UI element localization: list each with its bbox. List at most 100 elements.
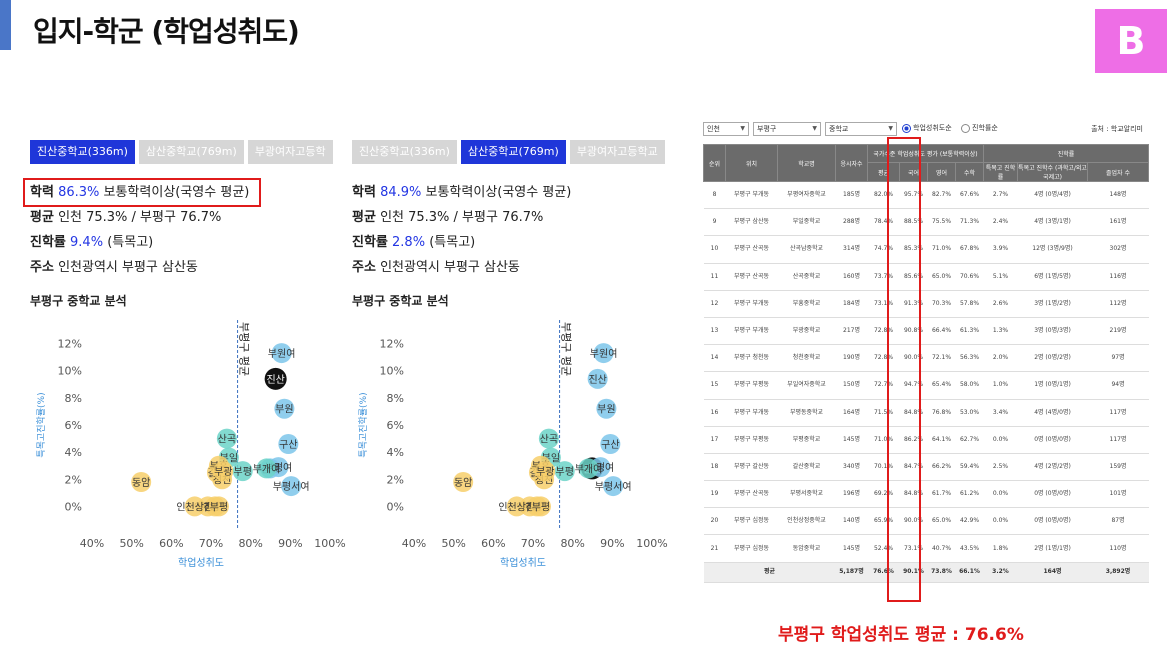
table-cell: 부흥중학교	[777, 290, 836, 318]
school-tab[interactable]: 삼산중학교(769m)	[138, 140, 244, 164]
data-point-label: 부평	[532, 501, 550, 513]
table-cell: 65.9%	[867, 507, 900, 536]
table-cell: 부평구 삼산동	[725, 208, 778, 237]
table-cell: 87명	[1087, 507, 1149, 536]
school-tab[interactable]: 삼산중학교(769m)	[460, 140, 566, 164]
table-cell: 부평구 청천동	[725, 344, 778, 373]
table-cell: 4명 (4명/0명)	[1017, 399, 1088, 427]
school-tab[interactable]: 진산중학교(336m)	[30, 140, 135, 164]
data-point-label: 진산	[588, 374, 606, 386]
data-point	[506, 496, 527, 517]
advancement-line: 진학률 9.4% (특목고)	[30, 230, 249, 255]
title-accent-bar	[0, 0, 11, 50]
table-cell: 71.0%	[867, 426, 900, 454]
school-tab[interactable]: 진산중학교(336m)	[352, 140, 457, 164]
table-row: 20 부평구 십정동 인천상정중학교 140명 65.9% 90.0% 65.0% 42.9%…	[703, 507, 1149, 536]
table-cell: 74.7%	[867, 235, 900, 264]
stat-value: 9.4%	[70, 235, 104, 250]
region-select[interactable]: 인천	[703, 122, 749, 136]
table-cell: 117명	[1087, 426, 1149, 454]
school-tab[interactable]: 부광여자고등학	[247, 140, 333, 164]
y-tick-label: 6%	[387, 419, 404, 432]
table-cell: 12명 (3명/9명)	[1017, 235, 1088, 264]
table-cell: 62.7%	[955, 426, 984, 454]
col-location: 위치	[725, 144, 778, 182]
stat-label: 진학률	[30, 235, 66, 250]
table-row: 14 부평구 청천동 청천중학교 190명 72.8% 90.0% 72.1% 56.3% 2.…	[703, 344, 1149, 373]
data-point	[184, 496, 205, 517]
table-cell: 2.5%	[983, 453, 1018, 482]
data-point-label: 산곡	[540, 434, 558, 446]
table-cell: 61.2%	[955, 480, 984, 509]
scatter-chart: 0% 2% 4% 6% 8% 10% 12% 40% 50% 60% 70% 80% 90% 100% 학업…	[358, 320, 668, 569]
footer-cell: 76.6%	[867, 562, 900, 583]
stat-value: 2.8%	[392, 235, 426, 250]
x-tick-label: 50%	[441, 537, 465, 550]
data-point-label: 구산	[279, 439, 297, 451]
table-cell: 4명 (3명/1명)	[1017, 208, 1088, 237]
table-cell: 94명	[1087, 371, 1149, 400]
table-cell: 부평구 부개동	[725, 317, 778, 346]
school-tab[interactable]: 부광여자고등학교	[569, 140, 665, 164]
col-school: 학교명	[777, 144, 836, 182]
data-point-label: 부원	[275, 404, 293, 416]
level-select[interactable]: 중학교	[825, 122, 897, 136]
table-cell: 84.7%	[899, 453, 928, 482]
data-point	[216, 428, 237, 449]
y-tick-label: 0%	[65, 500, 82, 513]
section-badge: B	[1095, 9, 1167, 73]
y-tick-label: 2%	[65, 473, 82, 486]
address-line: 주소 인천광역시 부평구 삼산동	[30, 255, 249, 280]
table-cell: 1.0%	[983, 371, 1018, 400]
stat-label: 학력	[30, 185, 54, 200]
table-cell: 53.0%	[955, 399, 984, 427]
table-cell: 43.5%	[955, 534, 984, 563]
data-point	[213, 461, 234, 482]
y-axis-label: 특목고진학률(%)	[36, 392, 47, 457]
radio-label: 학업성취도순	[913, 124, 952, 132]
table-cell: 42.9%	[955, 507, 984, 536]
col-math: 수학	[955, 162, 984, 182]
table-cell: 0명 (0명/0명)	[1017, 426, 1088, 454]
filter-bar: 인천 부평구 중학교 학업성취도순 진학률순 출처 : 학교알리미	[703, 118, 1148, 140]
table-cell: 140명	[835, 507, 868, 536]
table-row: 12 부평구 부개동 부흥중학교 184명 73.1% 91.3% 70.3% 57.8% 2.…	[703, 290, 1149, 318]
data-point-label: 부평	[556, 466, 574, 478]
radio-achievement-order[interactable]: 학업성취도순	[902, 123, 952, 133]
stat-label: 주소	[352, 260, 376, 275]
data-point-label: 인천상정	[498, 501, 535, 513]
col-group-achievement: 국가수준 학업성취도 평가 (보통학력이상)	[867, 144, 984, 163]
x-tick-label: 100%	[314, 537, 345, 550]
table-cell: 101명	[1087, 480, 1149, 509]
table-cell: 65.4%	[927, 371, 956, 400]
table-cell: 90.0%	[899, 344, 928, 373]
table-cell: 14	[703, 344, 726, 373]
table-cell: 67.8%	[955, 235, 984, 264]
table-cell: 70.1%	[867, 453, 900, 482]
y-tick-label: 4%	[387, 446, 404, 459]
x-tick-label: 80%	[560, 537, 584, 550]
footer-cell: 3.2%	[983, 562, 1018, 583]
district-select[interactable]: 부평구	[753, 122, 821, 136]
school-info: 학력 84.9% 보통학력이상(국영수 평균) 평균 인천 75.3% / 부평구…	[352, 180, 571, 280]
table-cell: 73.1%	[899, 534, 928, 563]
col-graduates: 졸업자 수	[1086, 162, 1150, 182]
table-cell: 부평구 부평동	[725, 426, 778, 454]
scatter-chart: 0% 2% 4% 6% 8% 10% 12% 40% 50% 60% 70% 80% 90% 100% 학업…	[36, 320, 346, 569]
radio-off-icon	[961, 123, 970, 133]
table-cell: 3.4%	[983, 399, 1018, 427]
x-tick-label: 70%	[521, 537, 545, 550]
table-cell: 2.4%	[983, 208, 1018, 237]
table-cell: 64.1%	[927, 426, 956, 454]
table-cell: 부평구 십정동	[725, 507, 778, 536]
table-cell: 145명	[835, 426, 868, 454]
radio-advancement-order[interactable]: 진학률순	[961, 123, 998, 133]
table-cell: 5.1%	[983, 263, 1018, 291]
col-special-rate: 특목고 진학률	[983, 162, 1018, 182]
table-cell: 부평구 부개동	[725, 181, 778, 210]
table-cell: 117명	[1087, 399, 1149, 427]
table-cell: 0명 (0명/0명)	[1017, 480, 1088, 509]
x-tick-label: 60%	[481, 537, 505, 550]
table-cell: 2.0%	[983, 344, 1018, 373]
school-info: 학력 86.3% 보통학력이상(국영수 평균) 평균 인천 75.3% / 부평구…	[30, 180, 249, 280]
